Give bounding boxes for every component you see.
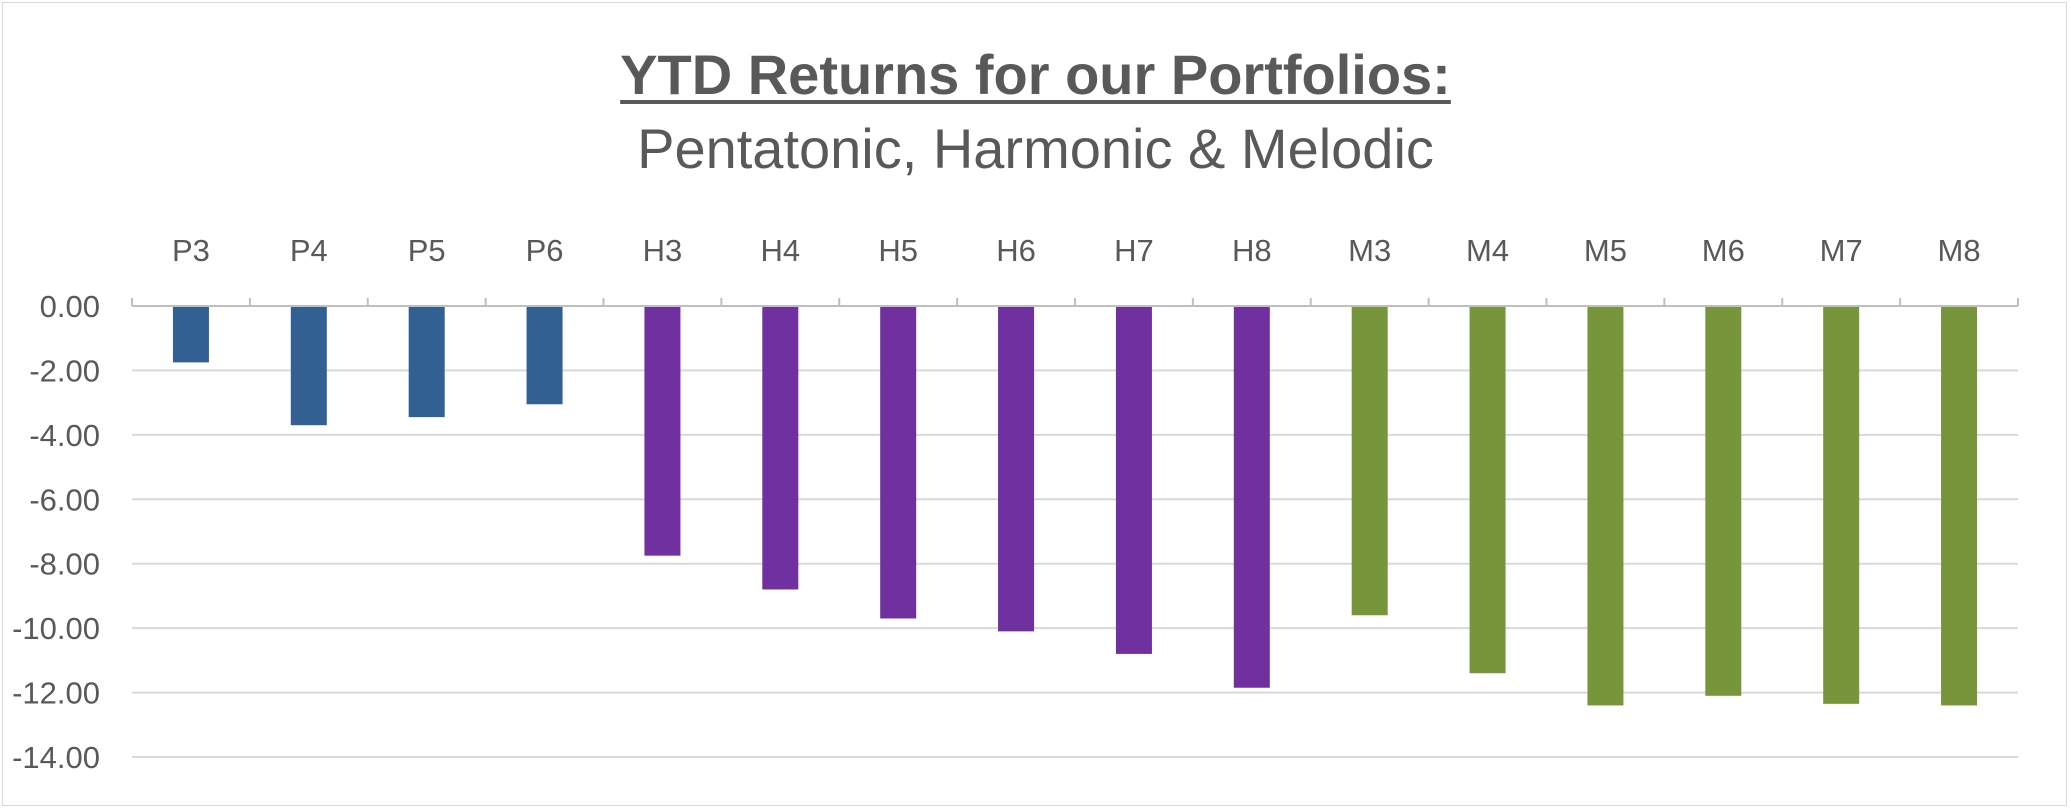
y-tick-label: -2.00 [29, 353, 100, 388]
y-tick-label: -14.00 [12, 740, 100, 775]
bar-h5 [880, 306, 917, 619]
bars [172, 306, 1978, 706]
category-label: M5 [1584, 233, 1627, 268]
category-label: H6 [996, 233, 1036, 268]
y-tick-label: -12.00 [12, 676, 100, 711]
bar-h7 [1115, 306, 1152, 654]
bar-h4 [762, 306, 799, 590]
bar-m4 [1469, 306, 1506, 674]
category-label: M8 [1938, 233, 1981, 268]
category-labels: P3 P4 P5 P6 H3 H4 H5 H6 H7 H8 M3 M4 M5 M6 M7 M8 [172, 233, 1981, 268]
bar-m3 [1351, 306, 1388, 616]
category-label: H4 [760, 233, 800, 268]
chart-title-text: YTD Returns for our Portfolios: [620, 43, 1451, 106]
category-label: M3 [1348, 233, 1391, 268]
category-label: P4 [290, 233, 328, 268]
y-axis-tick-labels: 0.00 -2.00 -4.00 -6.00 -8.00 -10.00 -12.00 -14.… [12, 289, 100, 775]
category-label: P3 [172, 233, 210, 268]
y-tick-label: -8.00 [29, 547, 100, 582]
y-tick-label: -10.00 [12, 611, 100, 646]
bar-p5 [408, 306, 445, 418]
category-label: H3 [643, 233, 683, 268]
category-label: P5 [408, 233, 446, 268]
bar-h3 [644, 306, 681, 556]
category-label: P6 [526, 233, 564, 268]
category-label: H8 [1232, 233, 1272, 268]
y-tick-label: -4.00 [29, 418, 100, 453]
category-label: M4 [1466, 233, 1509, 268]
y-tick-label: 0.00 [40, 289, 100, 324]
bar-h6 [998, 306, 1035, 632]
bar-m6 [1705, 306, 1742, 696]
y-tick-label: -6.00 [29, 482, 100, 517]
chart-subtitle: Pentatonic, Harmonic & Melodic [637, 117, 1434, 180]
bar-p3 [172, 306, 209, 363]
category-axis [131, 298, 2019, 307]
bar-h8 [1233, 306, 1270, 688]
bar-m5 [1587, 306, 1624, 706]
bar-p6 [526, 306, 563, 405]
category-label: H5 [878, 233, 918, 268]
bar-m7 [1823, 306, 1860, 704]
category-label: M6 [1702, 233, 1745, 268]
category-label: H7 [1114, 233, 1154, 268]
category-label: M7 [1820, 233, 1863, 268]
bar-m8 [1941, 306, 1978, 706]
gridlines [132, 369, 2018, 758]
chart-title: YTD Returns for our Portfolios: [0, 42, 2071, 108]
bar-p4 [290, 306, 327, 426]
